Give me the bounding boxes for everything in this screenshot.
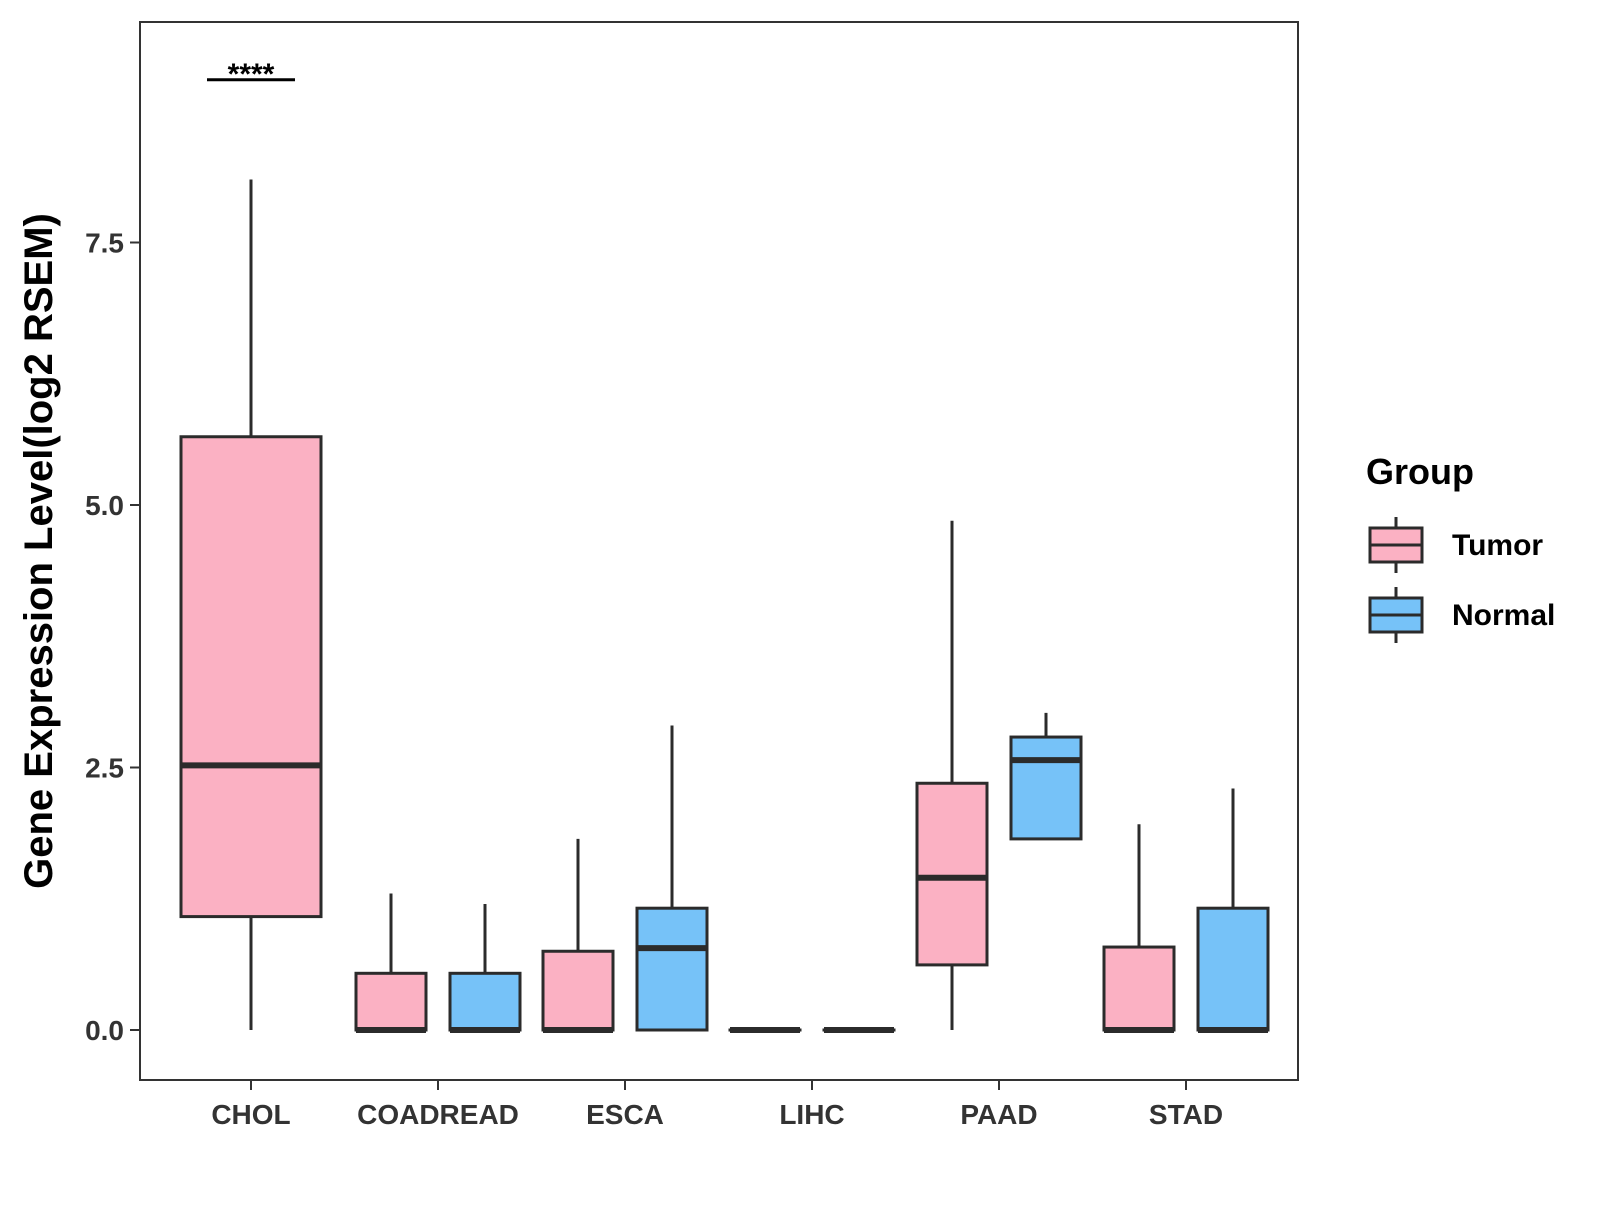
y-tick-label: 0.0 xyxy=(85,1015,124,1046)
significance-label: **** xyxy=(228,58,275,91)
y-tick-label: 5.0 xyxy=(85,490,124,521)
x-tick-label: CHOL xyxy=(211,1099,290,1130)
box-body xyxy=(637,908,707,1030)
box-body xyxy=(1104,947,1174,1030)
x-tick-label: LIHC xyxy=(779,1099,844,1130)
box-body xyxy=(356,973,426,1030)
legend-label: Tumor xyxy=(1452,529,1543,562)
x-tick-label: COADREAD xyxy=(357,1099,519,1130)
box-body xyxy=(543,951,613,1030)
x-tick-label: ESCA xyxy=(586,1099,664,1130)
x-tick-label: PAAD xyxy=(960,1099,1037,1130)
y-tick-label: 7.5 xyxy=(85,228,124,259)
box-body xyxy=(917,783,987,965)
legend-item-tumor: Tumor xyxy=(1370,517,1543,573)
box-body xyxy=(181,437,321,917)
box-body xyxy=(1011,737,1081,839)
y-axis-title: Gene Expression Level(log2 RSEM) xyxy=(17,213,61,889)
x-tick-label: STAD xyxy=(1149,1099,1223,1130)
box-body xyxy=(450,973,520,1030)
legend-label: Normal xyxy=(1452,599,1555,632)
legend-title: Group xyxy=(1366,451,1474,492)
box-body xyxy=(1198,908,1268,1030)
legend: Group Tumor Normal xyxy=(1366,451,1555,643)
y-tick-label: 2.5 xyxy=(85,753,124,784)
legend-item-normal: Normal xyxy=(1370,587,1555,643)
